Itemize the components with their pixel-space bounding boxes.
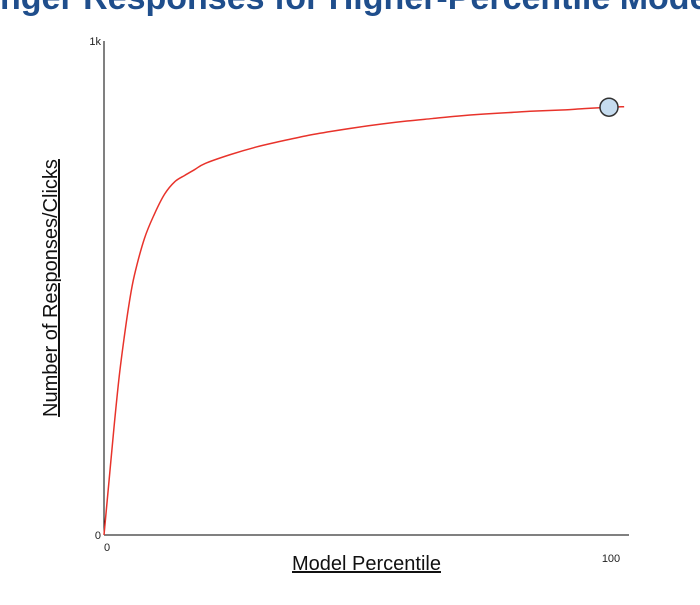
series-line-0 <box>103 105 625 536</box>
y-axis-title: Number of Responses/Clicks <box>40 159 62 417</box>
y-tick-label: 0 <box>95 530 101 542</box>
y-tick-label: 1k <box>89 36 101 48</box>
endpoint-marker <box>599 97 619 117</box>
chart-title-partial: nger Responses for Higher-Percentile Mod… <box>0 0 700 18</box>
axes <box>103 41 629 536</box>
x-tick-label: 100 <box>602 553 620 565</box>
series-group <box>103 97 625 536</box>
tick-labels: 0 1k 0 100 <box>89 36 620 565</box>
x-axis-title: Model Percentile <box>292 553 441 575</box>
x-tick-label: 0 <box>104 542 110 554</box>
